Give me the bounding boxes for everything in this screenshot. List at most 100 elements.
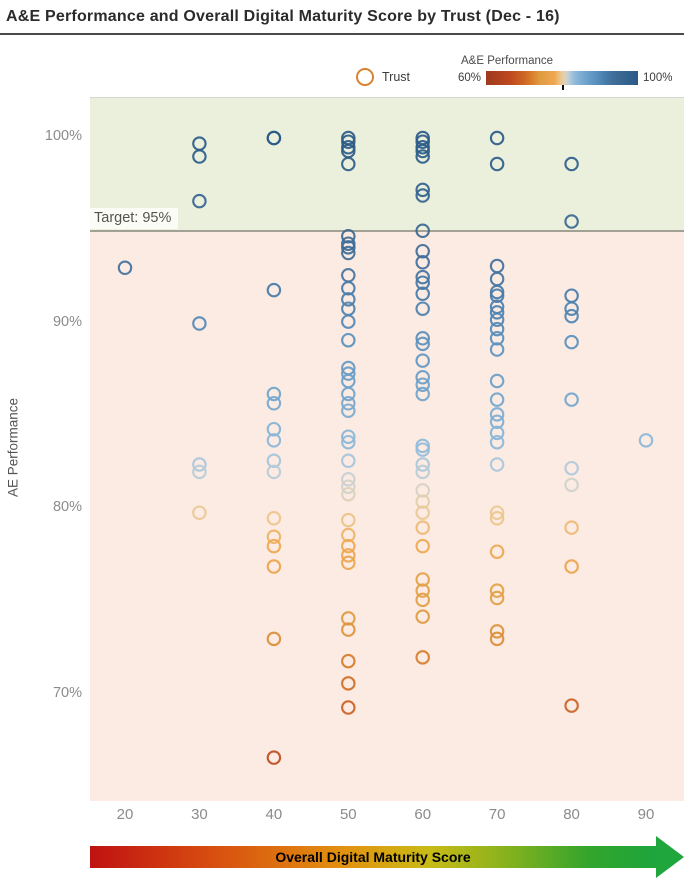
data-point[interactable]	[415, 143, 430, 159]
data-point[interactable]	[564, 156, 579, 172]
data-point[interactable]	[341, 555, 356, 571]
data-point[interactable]	[341, 486, 356, 502]
data-point[interactable]	[489, 505, 505, 520]
gradient-bar[interactable]	[486, 71, 639, 90]
data-point[interactable]	[192, 316, 207, 331]
data-point[interactable]	[564, 460, 579, 476]
data-point[interactable]	[489, 305, 505, 320]
data-point[interactable]	[341, 240, 356, 255]
data-point[interactable]	[489, 321, 505, 337]
data-point[interactable]	[564, 520, 579, 535]
data-point[interactable]	[415, 592, 430, 608]
data-point[interactable]	[415, 275, 430, 290]
data-point[interactable]	[564, 301, 579, 316]
data-point[interactable]	[341, 700, 356, 715]
data-point[interactable]	[489, 511, 505, 526]
data-point[interactable]	[415, 650, 430, 665]
data-point[interactable]	[341, 453, 356, 469]
data-point[interactable]	[415, 377, 430, 392]
data-point[interactable]	[489, 342, 505, 357]
data-point[interactable]	[117, 260, 133, 276]
data-point[interactable]	[341, 538, 356, 554]
data-point[interactable]	[341, 245, 356, 261]
data-point[interactable]	[489, 407, 505, 422]
data-point[interactable]	[341, 281, 356, 296]
data-point[interactable]	[192, 457, 207, 472]
legend-trust[interactable]: Trust	[356, 66, 410, 88]
data-point[interactable]	[489, 130, 505, 146]
data-point[interactable]	[341, 527, 356, 543]
data-point[interactable]	[192, 136, 207, 151]
data-point[interactable]	[415, 149, 430, 164]
data-point[interactable]	[415, 464, 430, 480]
data-point[interactable]	[564, 308, 579, 324]
data-point[interactable]	[192, 149, 207, 164]
data-point[interactable]	[415, 182, 430, 198]
data-point[interactable]	[638, 433, 654, 448]
data-point[interactable]	[489, 258, 505, 274]
data-point[interactable]	[415, 286, 430, 302]
data-point[interactable]	[341, 429, 356, 444]
data-point[interactable]	[489, 373, 505, 389]
data-point[interactable]	[415, 370, 430, 385]
data-point[interactable]	[564, 698, 579, 713]
data-point[interactable]	[489, 457, 505, 472]
data-point[interactable]	[564, 288, 579, 303]
data-point[interactable]	[266, 282, 282, 298]
data-point[interactable]	[192, 505, 207, 520]
data-point[interactable]	[415, 353, 430, 368]
data-point[interactable]	[415, 188, 430, 203]
data-point[interactable]	[415, 386, 430, 402]
data-point[interactable]	[415, 520, 430, 535]
data-point[interactable]	[489, 288, 505, 303]
data-point[interactable]	[341, 314, 356, 329]
data-point[interactable]	[341, 472, 356, 487]
data-point[interactable]	[341, 268, 356, 283]
data-point[interactable]	[266, 511, 282, 526]
data-point[interactable]	[415, 442, 430, 457]
data-point[interactable]	[415, 494, 430, 509]
data-point[interactable]	[415, 331, 430, 346]
data-point[interactable]	[341, 292, 356, 307]
data-point[interactable]	[564, 477, 579, 493]
data-point[interactable]	[192, 464, 207, 480]
data-point[interactable]	[489, 590, 505, 606]
data-point[interactable]	[341, 622, 356, 637]
data-point[interactable]	[489, 312, 505, 328]
data-point[interactable]	[341, 653, 356, 669]
data-point[interactable]	[564, 392, 579, 407]
data-point[interactable]	[415, 457, 430, 472]
data-point[interactable]	[341, 229, 356, 244]
legend-color-scale[interactable]: A&E Performance 60% 100%	[458, 55, 682, 90]
data-point[interactable]	[341, 386, 356, 402]
data-point[interactable]	[415, 483, 430, 498]
data-point[interactable]	[266, 529, 282, 545]
data-point[interactable]	[415, 223, 430, 239]
data-point[interactable]	[415, 505, 430, 520]
data-point[interactable]	[341, 301, 356, 316]
data-point[interactable]	[489, 331, 505, 346]
data-point[interactable]	[415, 269, 430, 285]
data-point[interactable]	[266, 559, 282, 574]
data-point[interactable]	[489, 544, 505, 559]
data-point[interactable]	[489, 624, 505, 639]
data-point[interactable]	[489, 392, 505, 407]
data-point[interactable]	[489, 271, 505, 287]
data-point[interactable]	[564, 334, 579, 350]
data-point[interactable]	[415, 572, 430, 587]
data-point[interactable]	[266, 453, 282, 469]
data-point[interactable]	[341, 479, 356, 494]
data-point[interactable]	[564, 559, 579, 574]
data-point[interactable]	[341, 134, 356, 149]
plot-area[interactable]: Target: 95%	[90, 97, 684, 801]
data-point[interactable]	[266, 631, 282, 647]
data-point[interactable]	[341, 156, 356, 172]
data-point[interactable]	[341, 403, 356, 418]
data-point[interactable]	[341, 373, 356, 389]
data-point[interactable]	[341, 396, 356, 411]
data-point[interactable]	[266, 396, 282, 411]
data-point[interactable]	[266, 538, 282, 554]
data-point[interactable]	[341, 332, 356, 348]
data-point[interactable]	[489, 631, 505, 647]
data-point[interactable]	[415, 255, 430, 270]
